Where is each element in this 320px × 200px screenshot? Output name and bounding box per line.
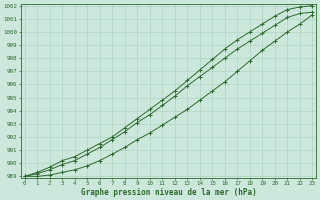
X-axis label: Graphe pression niveau de la mer (hPa): Graphe pression niveau de la mer (hPa)	[81, 188, 256, 197]
